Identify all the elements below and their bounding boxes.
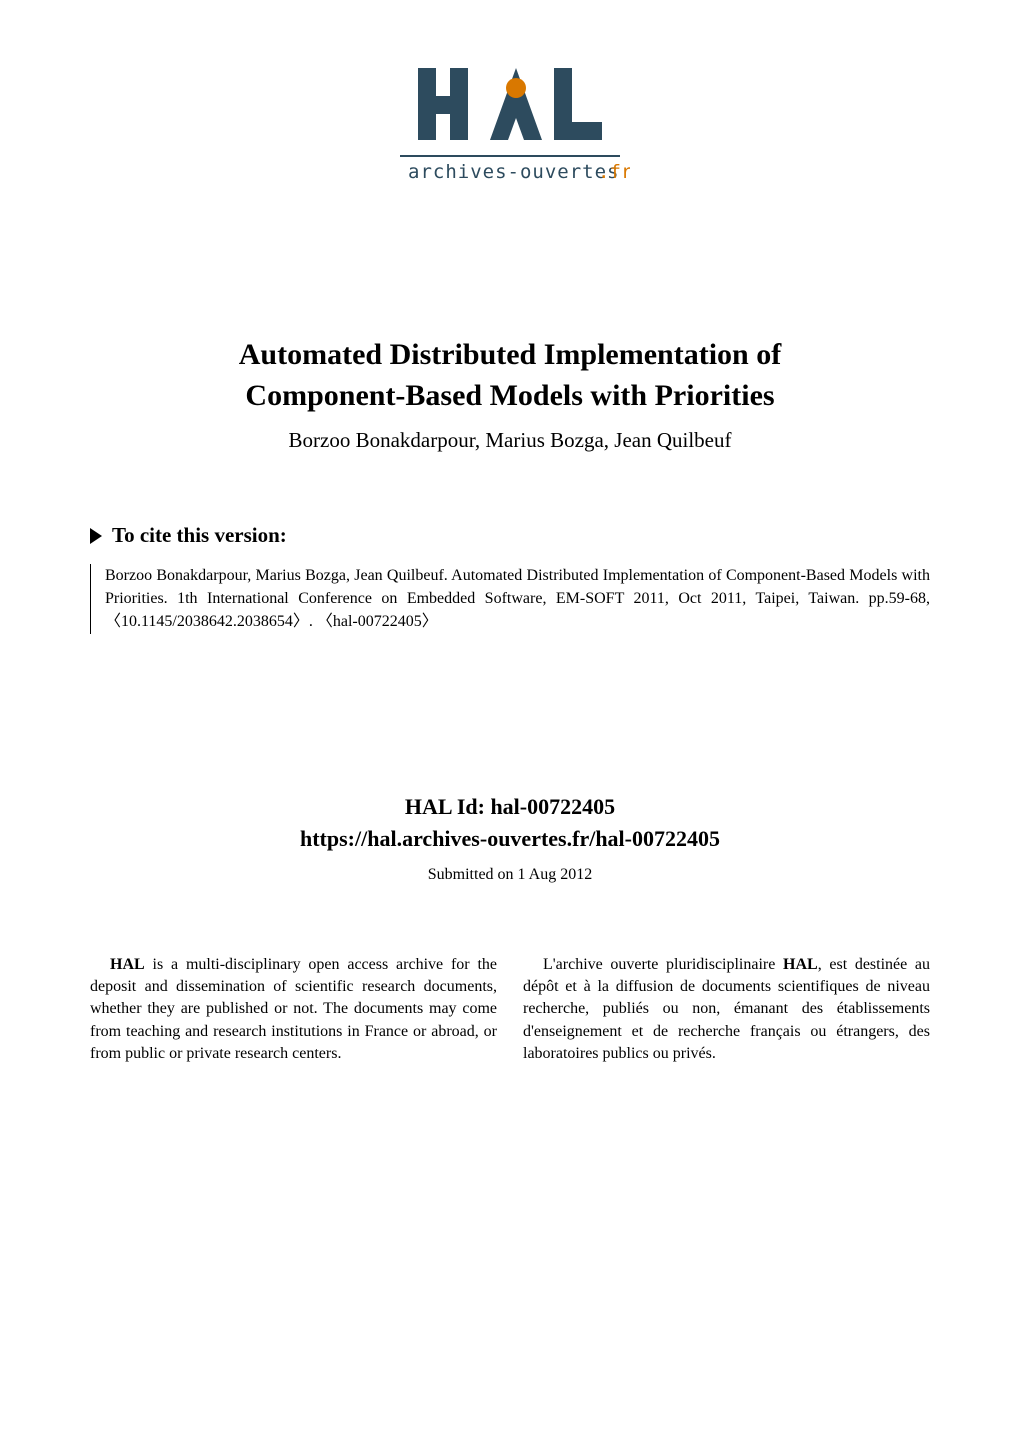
paper-authors: Borzoo Bonakdarpour, Marius Bozga, Jean … <box>90 428 930 453</box>
description-french: L'archive ouverte pluridisciplinaire HAL… <box>523 954 930 1066</box>
svg-text:archives-ouvertes: archives-ouvertes <box>408 161 619 183</box>
submitted-date: Submitted on 1 Aug 2012 <box>90 866 930 884</box>
triangle-right-icon <box>90 528 102 544</box>
cite-heading: To cite this version: <box>90 523 930 548</box>
description-english: HAL is a multi-disciplinary open access … <box>90 954 497 1066</box>
hal-id: HAL Id: hal-00722405 <box>90 794 930 820</box>
description-columns: HAL is a multi-disciplinary open access … <box>90 954 930 1066</box>
desc-en-rest: is a multi-disciplinary open access arch… <box>90 956 497 1063</box>
hal-logo: archives-ouvertes .fr <box>390 60 630 190</box>
hal-logo-block: archives-ouvertes .fr <box>90 60 930 195</box>
cite-heading-text: To cite this version: <box>112 523 287 548</box>
hal-id-block: HAL Id: hal-00722405 https://hal.archive… <box>90 794 930 884</box>
paper-title: Automated Distributed Implementation of … <box>90 335 930 416</box>
title-line-2: Component-Based Models with Priorities <box>245 379 774 412</box>
cite-section: To cite this version: Borzoo Bonakdarpou… <box>90 523 930 634</box>
hal-bold-en: HAL <box>110 956 145 973</box>
svg-text:.fr: .fr <box>598 161 630 183</box>
title-block: Automated Distributed Implementation of … <box>90 335 930 453</box>
citation-text: Borzoo Bonakdarpour, Marius Bozga, Jean … <box>90 564 930 634</box>
hal-bold-fr: HAL <box>783 956 818 973</box>
hal-url: https://hal.archives-ouvertes.fr/hal-007… <box>90 826 930 852</box>
desc-fr-prefix: L'archive ouverte pluridisciplinaire <box>543 956 783 973</box>
title-line-1: Automated Distributed Implementation of <box>239 338 781 371</box>
